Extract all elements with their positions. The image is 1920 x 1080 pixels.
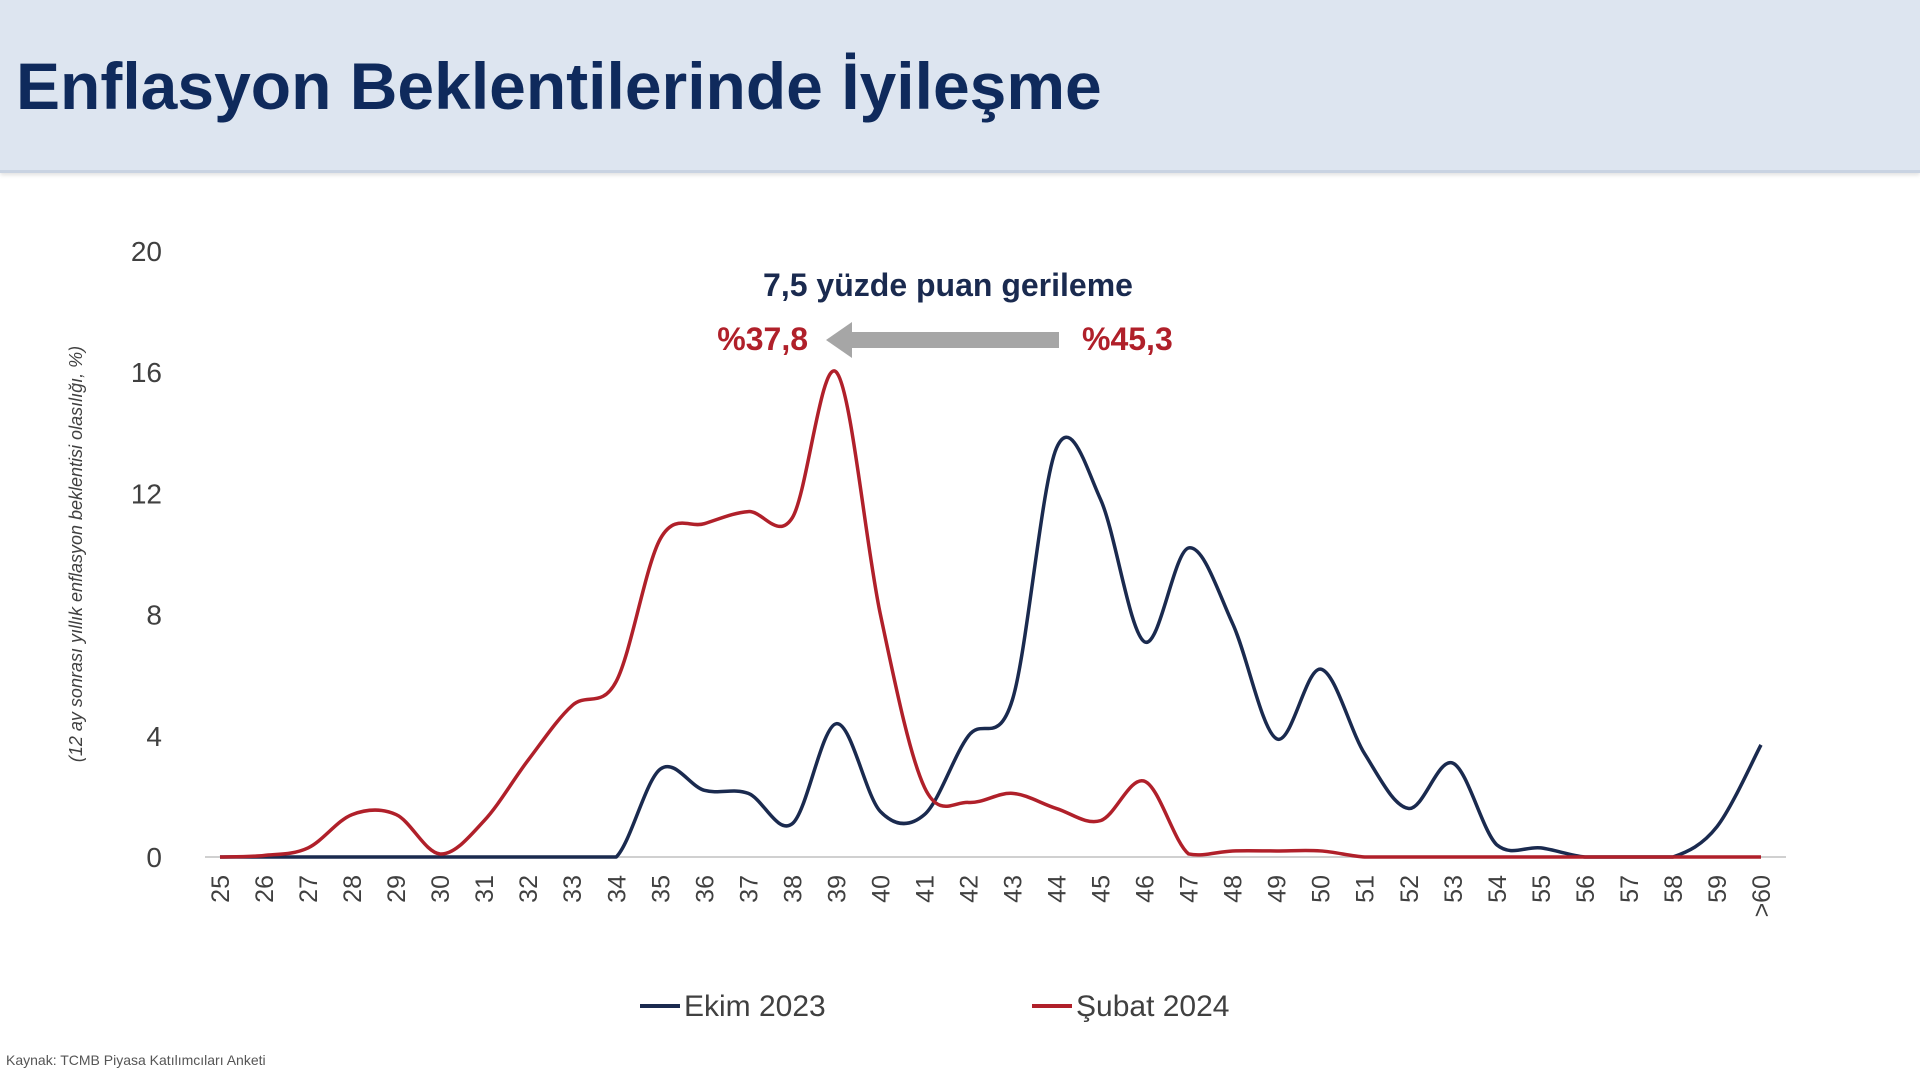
x-tick-label: 44 — [1044, 875, 1072, 903]
x-tick-label: >60 — [1748, 875, 1776, 917]
x-tick-label: 25 — [207, 875, 235, 903]
x-tick-label: 38 — [779, 875, 807, 903]
series-line-ekim-2023 — [219, 435, 1763, 859]
x-tick-label: 42 — [955, 875, 983, 903]
x-tick-label: 47 — [1176, 875, 1204, 903]
annotation-headline: 7,5 yüzde puan gerileme — [763, 267, 1133, 303]
x-tick-label: 48 — [1220, 875, 1248, 903]
y-tick-label: 8 — [146, 600, 162, 631]
annotation-to-label: %37,8 — [717, 321, 808, 357]
header-band: Enflasyon Beklentilerinde İyileşme — [0, 0, 1920, 173]
x-tick-label: 37 — [735, 875, 763, 903]
x-tick-label: 30 — [427, 875, 455, 903]
x-tick-label: 31 — [471, 875, 499, 903]
y-tick-label: 20 — [131, 236, 162, 267]
y-tick-label: 4 — [146, 721, 162, 752]
x-tick-label: 35 — [647, 875, 675, 903]
x-tick-label: 50 — [1308, 875, 1336, 903]
page-title: Enflasyon Beklentilerinde İyileşme — [16, 49, 1102, 123]
x-tick-label: 32 — [515, 875, 543, 903]
x-tick-label: 59 — [1704, 875, 1732, 903]
x-tick-label: 56 — [1572, 875, 1600, 903]
x-tick-label: 46 — [1132, 875, 1160, 903]
arrow-shaft — [850, 332, 1059, 348]
x-tick-label: 51 — [1352, 875, 1380, 903]
annotation-from-label: %45,3 — [1082, 321, 1173, 357]
y-tick-label: 12 — [131, 478, 162, 509]
x-tick-label: 28 — [339, 875, 367, 903]
source-note: Kaynak: TCMB Piyasa Katılımcıları Anketi — [6, 1052, 266, 1068]
x-tick-label: 45 — [1088, 875, 1116, 903]
x-tick-label: 58 — [1660, 875, 1688, 903]
series-line-subat-2024 — [219, 369, 1761, 859]
x-tick-label: 29 — [383, 875, 411, 903]
legend-label: Ekim 2023 — [684, 990, 826, 1023]
x-tick-label: 27 — [295, 875, 323, 903]
x-tick-label: 34 — [603, 875, 631, 903]
x-tick-label: 43 — [1000, 875, 1028, 903]
x-tick-label: 40 — [867, 875, 895, 903]
x-tick-label: 49 — [1264, 875, 1292, 903]
x-tick-label: 39 — [823, 875, 851, 903]
arrow-left-icon — [826, 322, 852, 358]
x-tick-label: 33 — [559, 875, 587, 903]
x-tick-label: 36 — [691, 875, 719, 903]
y-tick-label: 16 — [131, 357, 162, 388]
y-axis-label: (12 ay sonrası yıllık enflasyon beklenti… — [66, 346, 86, 762]
x-tick-label: 55 — [1528, 875, 1556, 903]
x-tick-label: 52 — [1396, 875, 1424, 903]
legend-label: Şubat 2024 — [1076, 990, 1229, 1023]
x-tick-label: 54 — [1484, 875, 1512, 903]
x-tick-label: 57 — [1616, 875, 1644, 903]
y-tick-label: 0 — [146, 842, 162, 873]
x-tick-label: 53 — [1440, 875, 1468, 903]
x-tick-label: 41 — [911, 875, 939, 903]
x-tick-label: 26 — [251, 875, 279, 903]
